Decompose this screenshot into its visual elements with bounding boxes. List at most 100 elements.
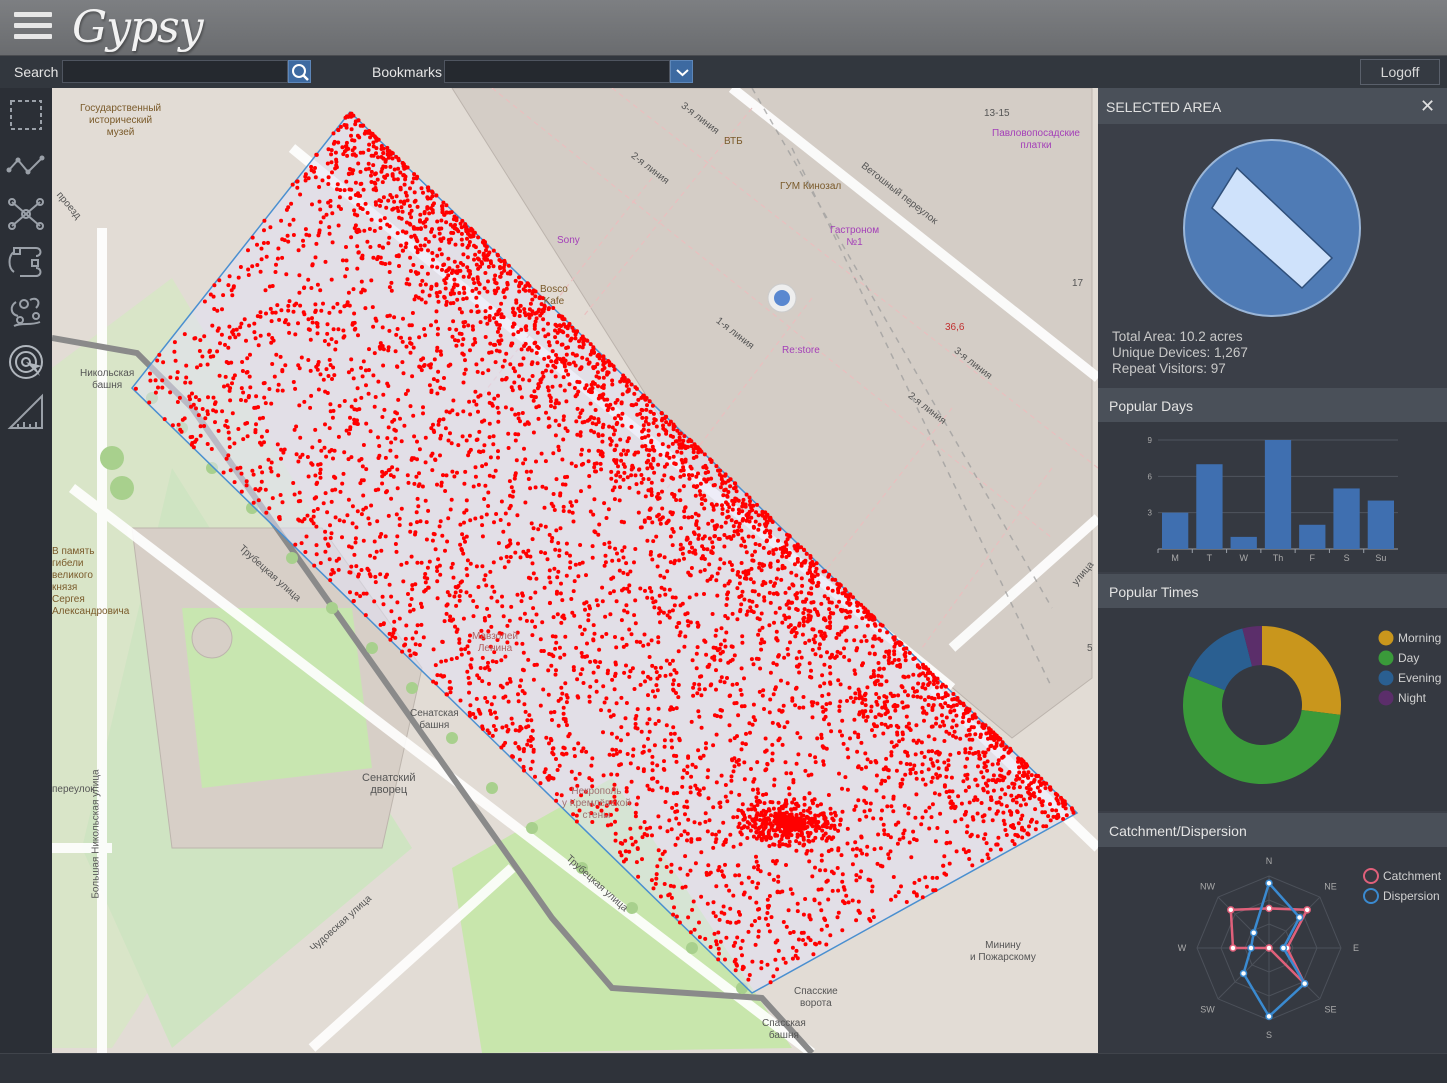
map-label-spasskaya-tower: Спасская башня	[762, 1018, 806, 1041]
legend-label: Night	[1398, 691, 1427, 705]
repeat-visitors-stat: Repeat Visitors: 97	[1112, 361, 1226, 376]
radar-axis-label: W	[1178, 943, 1187, 953]
toolbar: Search Bookmarks	[0, 56, 1447, 88]
radar-axis-label: NE	[1324, 881, 1337, 891]
target-icon[interactable]	[6, 342, 46, 382]
bookmarks-label: Bookmarks	[372, 64, 443, 80]
map-label-bosco: Bosco Kafe	[540, 284, 568, 307]
tool-sidebar	[0, 88, 52, 1053]
radar-point	[1227, 906, 1235, 914]
y-tick-label: 3	[1148, 509, 1153, 518]
radar-point	[1303, 906, 1311, 914]
legend-swatch	[1378, 630, 1394, 646]
legend-swatch	[1363, 888, 1379, 904]
bar-T	[1196, 464, 1223, 549]
ruler-icon[interactable]	[6, 392, 46, 432]
popular-days-title: Popular Days	[1109, 398, 1194, 414]
popular-times-chart: Morning Day Evening Night	[1098, 608, 1447, 811]
map-label-spasskie-gates: Спасские ворота	[794, 986, 838, 1009]
logoff-button[interactable]: Logoff	[1360, 59, 1440, 85]
radar-point	[1265, 944, 1273, 952]
map-view[interactable]: Государственный исторический музей Sony ВТ…	[52, 88, 1098, 1053]
popular-days-header: Popular Days	[1098, 388, 1447, 422]
map-label-gum-cinema: ГУМ Кинозал	[780, 181, 842, 192]
legend-label: Evening	[1398, 671, 1441, 685]
map-label-nikolskaya-tower: Никольская башня	[80, 368, 135, 391]
bar-M	[1162, 512, 1189, 549]
radar-axis-label: SE	[1325, 1005, 1337, 1015]
route-icon[interactable]	[6, 242, 46, 282]
legend-swatch	[1378, 670, 1394, 686]
close-icon[interactable]: ✕	[1420, 96, 1436, 116]
bookmarks-select[interactable]	[444, 60, 670, 83]
area-shape-preview	[1183, 139, 1361, 317]
network-icon[interactable]	[6, 194, 46, 234]
radar-axis-label: NW	[1200, 881, 1215, 891]
map-base	[52, 88, 1098, 1053]
legend-label: Catchment	[1383, 869, 1442, 883]
map-label-senate-tower: Сенатская башня	[410, 708, 459, 731]
bar-W	[1230, 536, 1257, 549]
popular-times-title: Popular Times	[1109, 584, 1199, 600]
bookmarks-dropdown-button[interactable]	[670, 60, 693, 83]
radar-axis	[1217, 896, 1270, 949]
radar-point	[1229, 944, 1237, 952]
menu-icon[interactable]	[14, 12, 52, 44]
legend-label: Day	[1398, 651, 1419, 665]
flow-icon[interactable]	[6, 292, 46, 332]
popular-days-chart: 3 6 9 M T W Th F S Su	[1098, 422, 1447, 572]
slice-evening	[1188, 628, 1253, 691]
donut-chart-svg: Morning Day Evening Night	[1183, 626, 1441, 784]
legend-label: Morning	[1398, 631, 1441, 645]
slice-night	[1242, 626, 1262, 667]
unique-devices-stat: Unique Devices: 1,267	[1112, 345, 1248, 360]
legend-swatch	[1378, 690, 1394, 706]
bar-Th	[1264, 440, 1292, 549]
x-tick-label: F	[1310, 553, 1316, 563]
panel-title: SELECTED AREA	[1106, 99, 1222, 115]
polyline-icon[interactable]	[6, 146, 46, 186]
app-logo: Gypsy	[72, 2, 204, 53]
select-rectangle-icon[interactable]	[6, 96, 46, 136]
bar-chart-svg: 3 6 9 M T W Th F S Su	[1148, 436, 1398, 563]
panel-header: SELECTED AREA ✕	[1098, 88, 1447, 124]
search-button[interactable]	[288, 60, 311, 83]
x-tick-label: M	[1171, 553, 1179, 563]
radar-point	[1295, 913, 1304, 922]
chevron-down-icon	[676, 69, 689, 77]
device-points-layer	[133, 111, 1076, 985]
radar-axis-label: E	[1353, 943, 1359, 953]
map-label-restore: Re:store	[782, 345, 820, 356]
radar-point	[1300, 979, 1309, 988]
search-input[interactable]	[62, 60, 288, 83]
map-label-senate-palace: Сенатский дворец	[362, 772, 416, 796]
radar-point	[1239, 969, 1248, 978]
x-tick-label: W	[1239, 553, 1248, 563]
x-tick-label: S	[1344, 553, 1350, 563]
map-label-mausoleum: Мавзолей Ленина	[472, 631, 519, 654]
search-label: Search	[14, 64, 59, 80]
map-label-pharmacy: 36,6	[945, 322, 965, 333]
x-tick-label: T	[1207, 553, 1213, 563]
map-label-house-number: 13-15	[984, 108, 1010, 119]
map-label-memorial: В память гибели великого князя Сергея Алексан…	[52, 546, 130, 617]
catchment-chart: N NE E SE S SW W NW Catchment Dispersion	[1098, 847, 1447, 1053]
map-label-museum: Государственный исторический музей	[80, 103, 162, 138]
bar-S	[1333, 488, 1360, 549]
y-tick-label: 6	[1148, 472, 1153, 481]
catchment-header: Catchment/Dispersion	[1098, 813, 1447, 847]
bar-F	[1299, 524, 1326, 549]
radar-point	[1265, 879, 1273, 887]
x-tick-label: Su	[1375, 553, 1386, 563]
x-tick-label: Th	[1273, 553, 1284, 563]
map-label-minin: Минину и Пожарскому	[970, 940, 1036, 963]
total-area-stat: Total Area: 10.2 acres	[1112, 329, 1243, 344]
search-icon	[292, 64, 309, 81]
radar-point	[1279, 944, 1288, 952]
y-tick-label: 9	[1148, 436, 1153, 445]
series-catchment	[1229, 907, 1310, 985]
radar-axis-label: N	[1266, 856, 1273, 866]
map-label-number-5: 5	[1087, 643, 1093, 654]
map-label-shawls: Павловопосадские платки	[992, 128, 1080, 151]
catchment-title: Catchment/Dispersion	[1109, 823, 1247, 839]
